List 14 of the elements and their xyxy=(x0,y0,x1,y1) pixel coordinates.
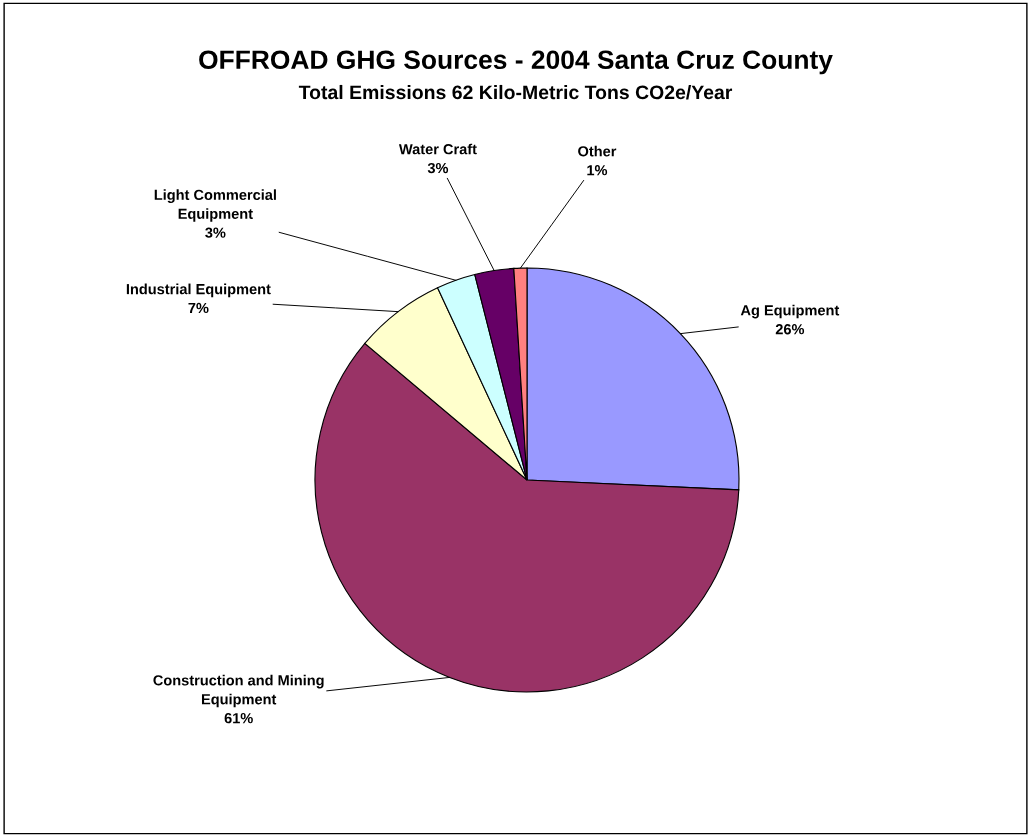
slice-label: Other xyxy=(578,145,617,157)
data-label: 7% xyxy=(188,302,209,314)
chart-subtitle: Total Emissions 62 Kilo-Metric Tons CO2e/Year xyxy=(298,84,733,100)
data-label: 1% xyxy=(587,165,608,176)
slice-label: Water Craft xyxy=(398,143,477,155)
slice-label: Industrial Equipment xyxy=(126,283,271,298)
data-label: 61% xyxy=(224,712,253,724)
slice-label: Construction and Mining Equipment xyxy=(153,674,324,708)
data-label: 3% xyxy=(427,162,449,174)
data-label: 26% xyxy=(775,324,805,335)
slice-label: Ag Equipment xyxy=(740,304,840,319)
chart-title: OFFROAD GHG Sources - 2004 Santa Cruz County xyxy=(199,50,833,75)
data-label: 3% xyxy=(205,227,226,238)
slice-label: Light Commercial Equipment xyxy=(154,189,276,222)
